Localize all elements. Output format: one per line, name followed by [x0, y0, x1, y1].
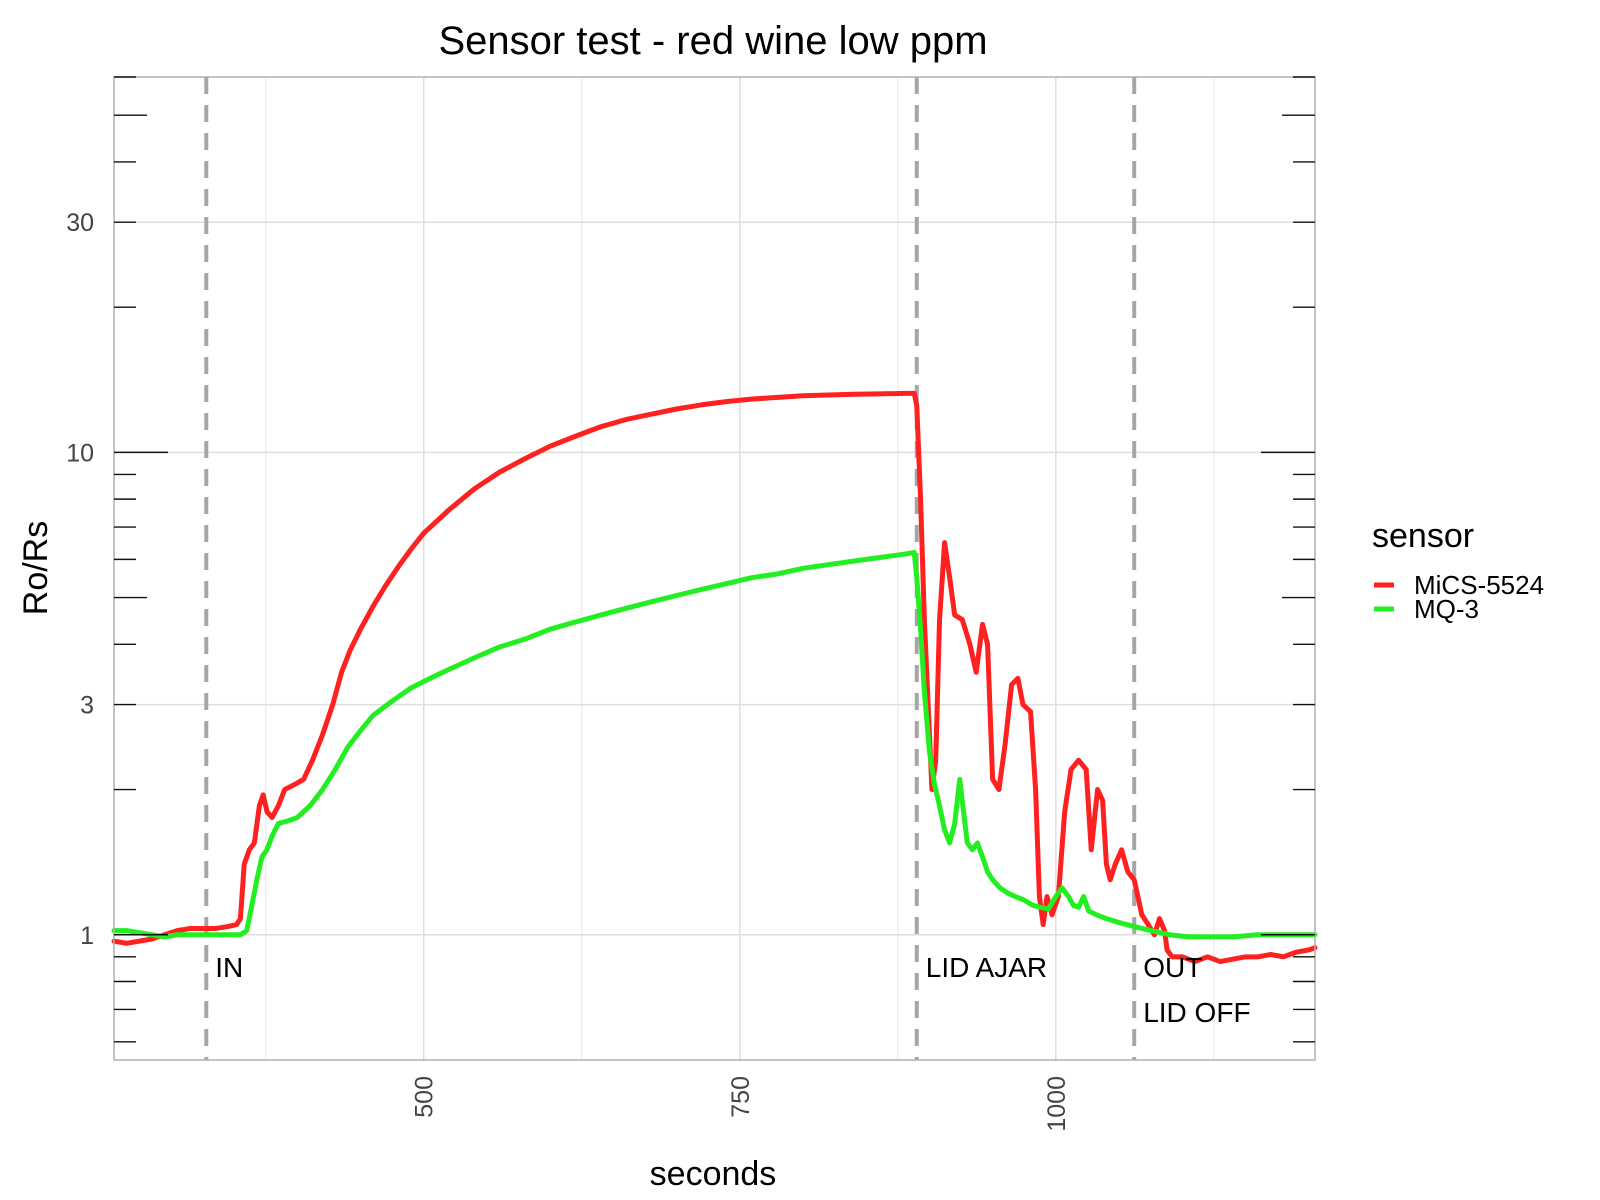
- event-labels: IN LID AJAR OUT LID OFF: [215, 952, 1250, 1028]
- plot-border: [113, 76, 1316, 1061]
- event-label: LID OFF: [1143, 997, 1250, 1028]
- y-tick-label: 3: [80, 692, 94, 720]
- event-lines: [204, 77, 1137, 1060]
- series-line-mq-3: [111, 550, 1318, 940]
- series-line-mics-5524: [111, 390, 1318, 965]
- x-tick-label: 750: [727, 1076, 755, 1118]
- y-tick-label: 1: [80, 922, 94, 950]
- legend-label: MQ-3: [1414, 594, 1479, 624]
- chart-title: Sensor test - red wine low ppm: [438, 19, 987, 63]
- event-label: IN: [215, 952, 243, 983]
- x-tick-label: 500: [411, 1076, 439, 1118]
- y-axis-title: Ro/Rs: [17, 521, 55, 615]
- y-tick-label: 10: [66, 439, 94, 467]
- axis-ticks: 1 3 10 30 500 750 1000: [66, 76, 1315, 1132]
- series-lines: [111, 390, 1318, 965]
- event-label: LID AJAR: [926, 952, 1047, 983]
- grid: [114, 77, 1315, 1060]
- event-label: OUT: [1143, 952, 1202, 983]
- y-tick-label: 30: [66, 209, 94, 237]
- legend-label: MiCS-5524: [1414, 570, 1544, 600]
- x-axis-title: seconds: [650, 1155, 777, 1193]
- x-tick-label: 1000: [1043, 1076, 1071, 1132]
- legend-title: sensor: [1372, 517, 1474, 555]
